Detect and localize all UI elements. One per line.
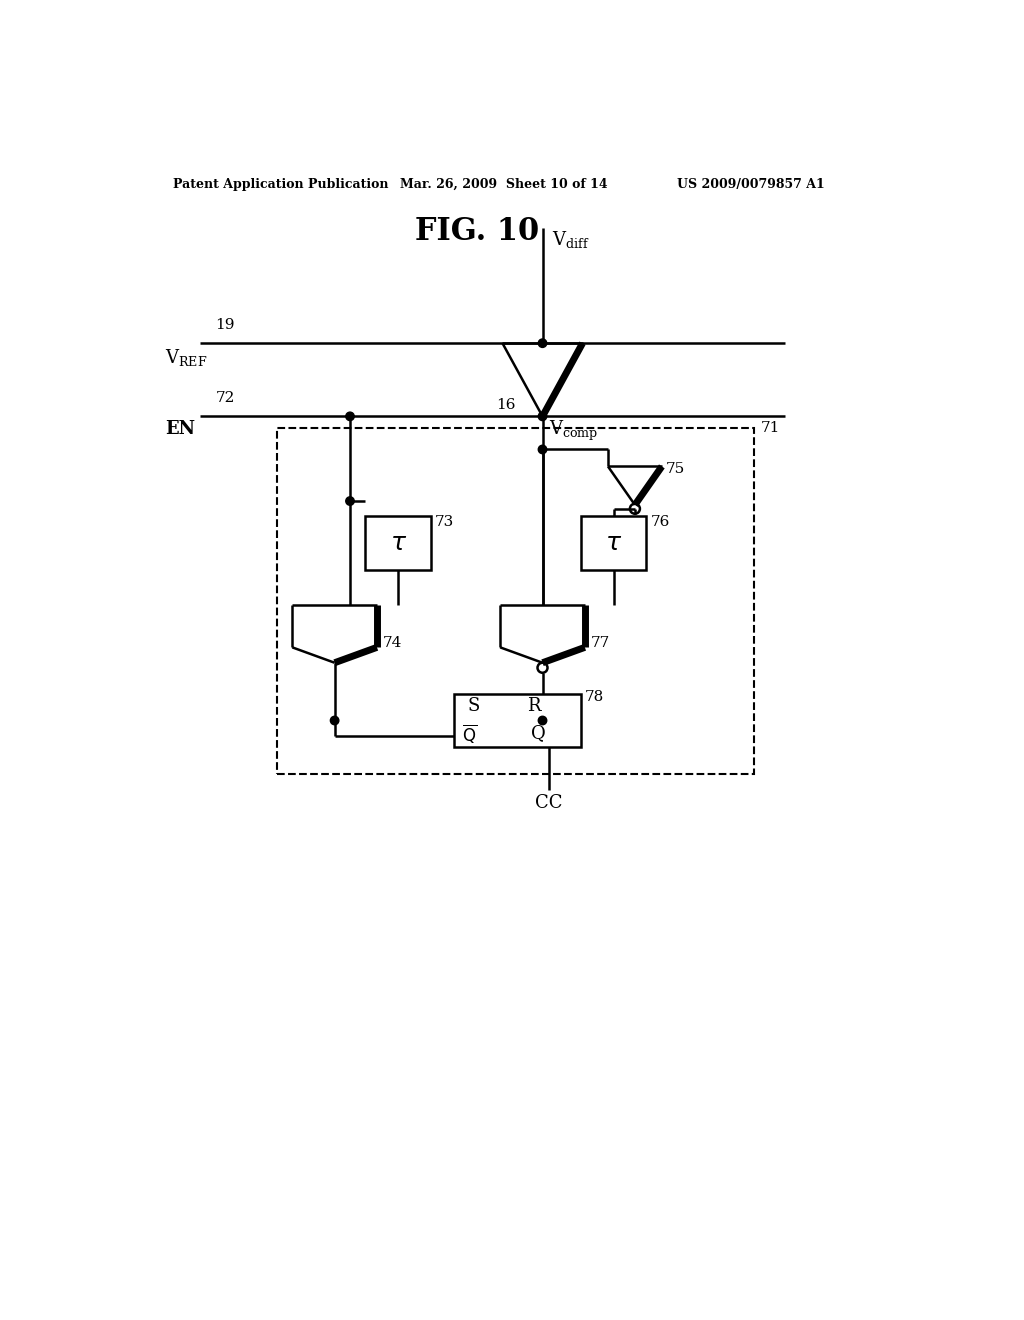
Text: FIG. 10: FIG. 10 bbox=[415, 216, 539, 247]
Text: V$_{\mathregular{REF}}$: V$_{\mathregular{REF}}$ bbox=[165, 347, 208, 368]
Text: $\tau$: $\tau$ bbox=[605, 532, 623, 556]
Text: EN: EN bbox=[165, 420, 196, 438]
Circle shape bbox=[331, 717, 339, 725]
Text: 16: 16 bbox=[497, 397, 516, 412]
Text: 76: 76 bbox=[650, 515, 670, 529]
Text: S: S bbox=[468, 697, 480, 715]
Circle shape bbox=[539, 339, 547, 347]
Circle shape bbox=[539, 412, 547, 421]
Circle shape bbox=[346, 412, 354, 421]
Circle shape bbox=[539, 445, 547, 454]
Text: 72: 72 bbox=[215, 392, 234, 405]
Text: 71: 71 bbox=[761, 421, 780, 434]
Text: Patent Application Publication: Patent Application Publication bbox=[173, 178, 388, 190]
Text: 19: 19 bbox=[215, 318, 234, 333]
Text: V$_{\mathregular{comp}}$: V$_{\mathregular{comp}}$ bbox=[549, 418, 598, 444]
Text: 78: 78 bbox=[585, 690, 604, 705]
Text: CC: CC bbox=[536, 793, 563, 812]
Bar bbox=[454, 693, 581, 747]
Text: Q: Q bbox=[531, 725, 546, 743]
Circle shape bbox=[346, 496, 354, 506]
Text: V$_{\mathregular{diff}}$: V$_{\mathregular{diff}}$ bbox=[552, 228, 589, 249]
Bar bbox=[366, 516, 431, 570]
Text: 73: 73 bbox=[435, 515, 454, 529]
Text: 74: 74 bbox=[382, 636, 401, 651]
Text: $\overline{\rm Q}$: $\overline{\rm Q}$ bbox=[462, 722, 477, 744]
Text: Mar. 26, 2009  Sheet 10 of 14: Mar. 26, 2009 Sheet 10 of 14 bbox=[400, 178, 607, 190]
Text: US 2009/0079857 A1: US 2009/0079857 A1 bbox=[677, 178, 825, 190]
Text: 77: 77 bbox=[590, 636, 609, 651]
Text: $\tau$: $\tau$ bbox=[389, 532, 407, 556]
Text: 75: 75 bbox=[666, 462, 685, 475]
Bar bbox=[581, 516, 646, 570]
Circle shape bbox=[539, 717, 547, 725]
Text: R: R bbox=[526, 697, 541, 715]
